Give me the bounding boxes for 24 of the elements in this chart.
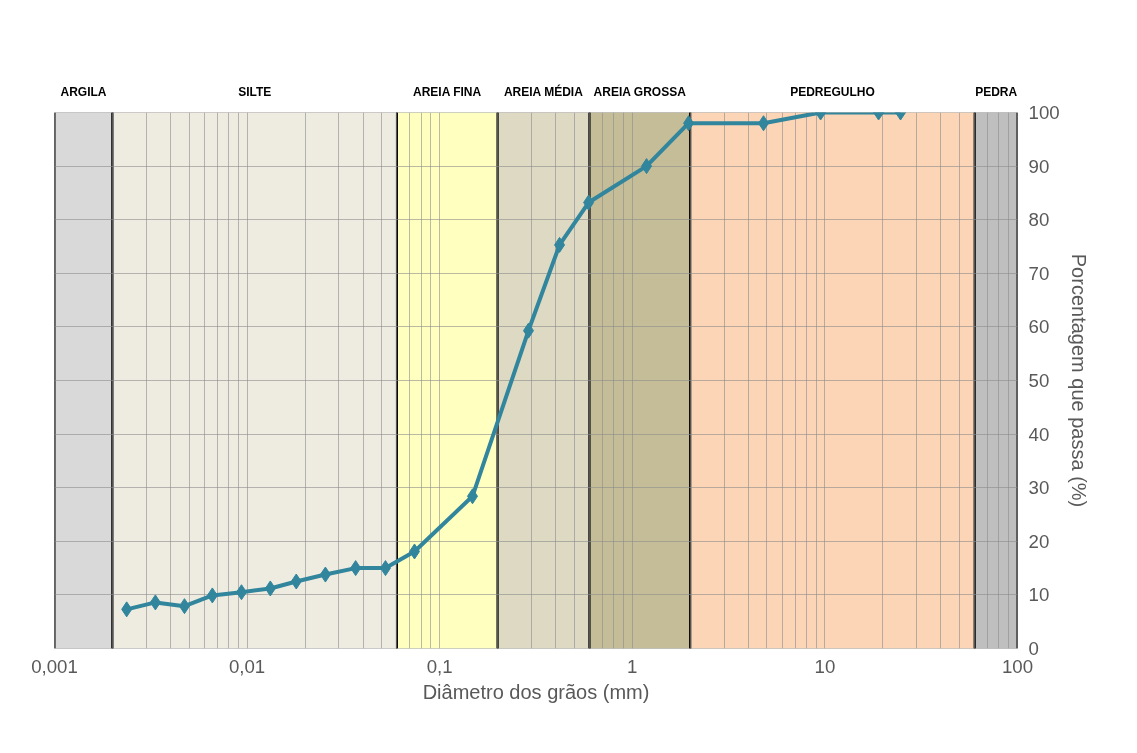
y-tick-label: 70	[1028, 262, 1050, 284]
band-label: PEDRA	[975, 84, 1018, 99]
band-label: AREIA GROSSA	[593, 84, 687, 99]
y-tick-label: 90	[1028, 155, 1050, 177]
y-tick-label: 50	[1028, 370, 1050, 391]
x-tick-label: 1	[627, 655, 638, 677]
band-label: AREIA MÉDIA	[503, 83, 584, 99]
band-label: ARGILA	[60, 84, 107, 99]
y-tick-label: 30	[1028, 477, 1050, 499]
y-tick-label: 10	[1028, 584, 1050, 606]
x-tick-label: 0,1	[426, 655, 453, 677]
x-tick-label: 0,001	[31, 655, 78, 677]
x-tick-label: 0,01	[228, 655, 266, 677]
y-tick-label: 40	[1028, 423, 1050, 445]
y-tick-label: 20	[1028, 530, 1050, 552]
y-axis-title: Porcentagem que passa (%)	[1067, 253, 1090, 508]
y-tick-label: 80	[1028, 209, 1050, 231]
band-label: SILTE	[238, 84, 272, 99]
y-tick-label: 100	[1028, 102, 1060, 123]
x-tick-label: 10	[814, 655, 836, 677]
band-label: AREIA FINA	[412, 84, 482, 99]
band-label: PEDREGULHO	[790, 84, 875, 99]
y-tick-label: 60	[1028, 316, 1050, 338]
x-axis-title: Diâmetro dos grãos (mm)	[422, 680, 650, 703]
